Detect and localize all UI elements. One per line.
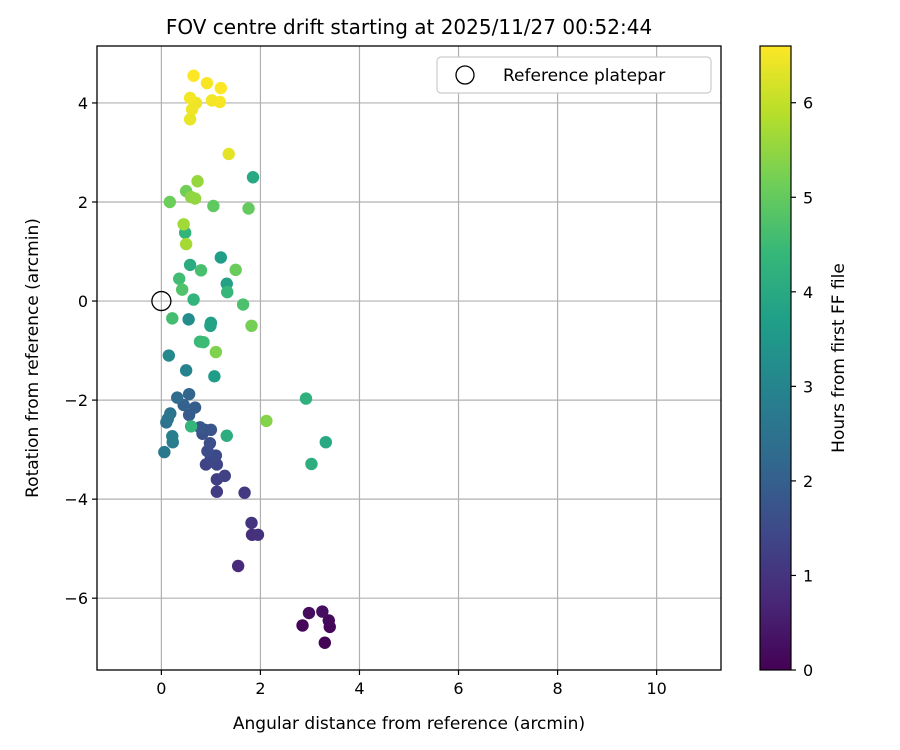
data-point bbox=[238, 486, 251, 499]
y-tick-label: −4 bbox=[64, 490, 88, 509]
y-axis: −6 −4 −2 0 2 4 bbox=[64, 94, 97, 608]
data-point bbox=[231, 559, 245, 573]
data-point bbox=[302, 606, 316, 620]
data-point bbox=[182, 313, 195, 326]
y-tick-label: −2 bbox=[64, 391, 88, 410]
colorbar-ticks: 0 1 2 3 4 5 6 bbox=[791, 94, 813, 680]
colorbar-tick-label: 2 bbox=[803, 472, 813, 491]
data-point bbox=[184, 420, 198, 433]
data-point bbox=[188, 401, 202, 414]
data-point bbox=[318, 636, 332, 649]
data-point bbox=[214, 251, 228, 264]
reference-layer bbox=[151, 290, 172, 312]
legend-marker bbox=[455, 65, 475, 85]
y-tick-label: 2 bbox=[78, 193, 88, 212]
data-point bbox=[229, 263, 242, 277]
data-point bbox=[204, 319, 217, 333]
data-point bbox=[188, 192, 202, 205]
chart-title: FOV centre drift starting at 2025/11/27 … bbox=[166, 15, 652, 39]
plot-area bbox=[97, 46, 721, 670]
legend-label: Reference platepar bbox=[503, 66, 665, 86]
data-point bbox=[187, 293, 200, 306]
data-point bbox=[242, 202, 255, 215]
x-tick-label: 6 bbox=[453, 679, 463, 698]
data-point bbox=[305, 457, 318, 471]
plot-frame bbox=[96, 45, 722, 671]
data-point bbox=[236, 298, 250, 311]
data-point bbox=[245, 516, 258, 530]
data-point bbox=[166, 430, 179, 443]
colorbar-tick-label: 4 bbox=[803, 283, 813, 302]
data-point bbox=[208, 370, 221, 383]
data-point bbox=[299, 392, 313, 405]
data-point bbox=[260, 414, 273, 428]
data-point bbox=[221, 285, 234, 299]
data-point bbox=[179, 364, 193, 377]
data-point bbox=[194, 264, 208, 277]
data-point bbox=[162, 349, 176, 362]
data-point bbox=[246, 171, 260, 184]
data-point bbox=[214, 81, 228, 95]
data-point bbox=[218, 469, 231, 483]
data-point bbox=[210, 485, 224, 498]
data-point bbox=[209, 345, 223, 359]
data-point bbox=[316, 605, 329, 618]
data-point bbox=[175, 283, 189, 296]
data-point bbox=[166, 312, 179, 325]
data-point bbox=[207, 199, 220, 213]
x-tick-label: 2 bbox=[255, 679, 265, 698]
data-point bbox=[220, 429, 233, 442]
colorbar-label: Hours from first FF file bbox=[829, 263, 849, 453]
y-axis-label: Rotation from reference (arcmin) bbox=[23, 218, 43, 498]
data-point bbox=[245, 319, 258, 333]
colorbar: 0 1 2 3 4 5 6 Hours from first FF file bbox=[759, 45, 849, 680]
data-point bbox=[173, 272, 186, 285]
y-tick-label: 0 bbox=[78, 292, 88, 311]
colorbar-tick-label: 3 bbox=[803, 377, 813, 396]
data-point bbox=[296, 619, 309, 632]
data-point bbox=[187, 69, 200, 82]
y-tick-label: −6 bbox=[64, 589, 88, 608]
data-point bbox=[182, 387, 196, 401]
data-point bbox=[183, 113, 197, 126]
data-point bbox=[183, 258, 197, 272]
colorbar-tick-label: 1 bbox=[803, 566, 813, 585]
legend-box bbox=[436, 56, 712, 94]
data-point bbox=[161, 412, 175, 426]
data-point bbox=[222, 147, 235, 161]
colorbar-tick-label: 6 bbox=[803, 94, 813, 113]
data-point bbox=[213, 95, 227, 109]
data-point bbox=[179, 237, 193, 251]
data-point bbox=[200, 76, 214, 90]
data-point bbox=[251, 528, 265, 541]
colorbar-tick-label: 5 bbox=[803, 188, 813, 207]
legend: Reference platepar bbox=[436, 56, 712, 94]
x-axis: 0 2 4 6 8 10 bbox=[156, 670, 667, 698]
x-tick-label: 0 bbox=[156, 679, 166, 698]
data-point bbox=[319, 435, 332, 449]
data-point bbox=[204, 423, 218, 437]
colorbar-tick-label: 0 bbox=[803, 661, 813, 680]
x-tick-label: 10 bbox=[646, 679, 666, 698]
data-point bbox=[171, 391, 184, 404]
data-point bbox=[177, 218, 190, 231]
colorbar-gradient bbox=[759, 45, 792, 671]
x-tick-label: 8 bbox=[552, 679, 562, 698]
data-points bbox=[158, 69, 336, 649]
x-tick-label: 4 bbox=[354, 679, 364, 698]
data-point bbox=[183, 91, 197, 105]
data-point bbox=[158, 445, 171, 459]
data-point bbox=[322, 614, 335, 627]
reference-platepar-marker bbox=[151, 290, 172, 312]
data-point bbox=[203, 436, 217, 450]
y-tick-label: 4 bbox=[78, 94, 88, 113]
x-axis-label: Angular distance from reference (arcmin) bbox=[233, 714, 585, 734]
data-point bbox=[191, 175, 204, 188]
data-point bbox=[163, 195, 176, 209]
data-point bbox=[197, 335, 210, 349]
